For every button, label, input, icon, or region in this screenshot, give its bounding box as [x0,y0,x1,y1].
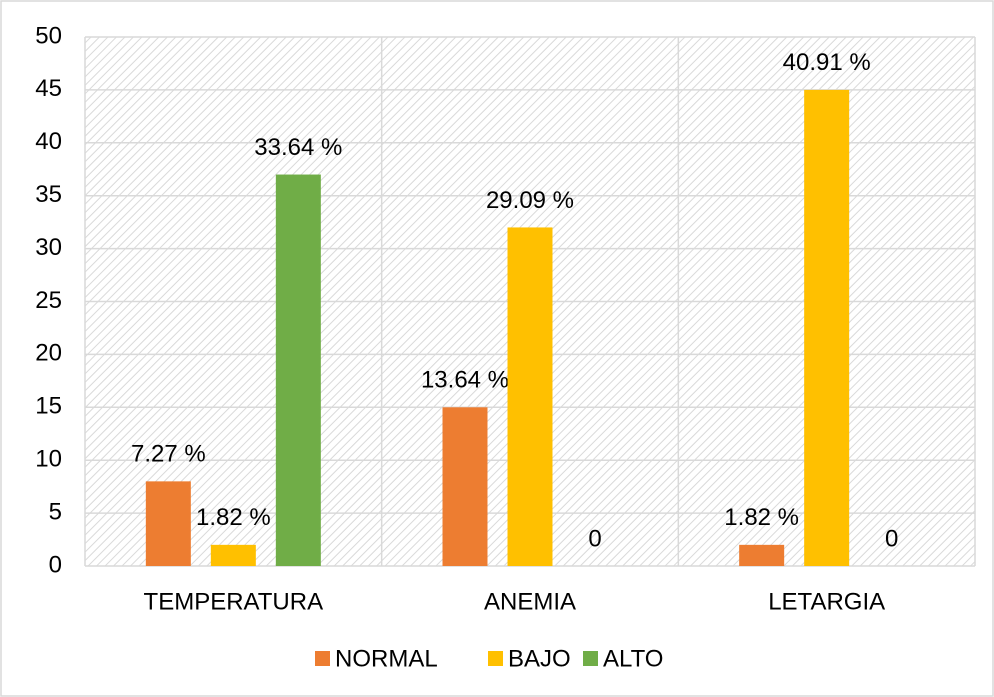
data-label: 1.82 % [724,504,799,531]
bar [275,174,321,567]
y-tick-label: 10 [35,446,62,473]
y-tick-label: 15 [35,393,62,420]
legend-swatch [315,651,330,666]
x-tick-label: TEMPERATURA [144,588,324,615]
legend-label: NORMAL [335,645,438,672]
y-tick-label: 35 [35,181,62,208]
legend-swatch [583,651,598,666]
data-label: 0 [885,525,898,552]
y-tick-label: 40 [35,128,62,155]
y-tick-label: 45 [35,75,62,102]
bar [507,227,553,566]
bar [145,481,191,566]
data-label: 13.64 % [421,367,509,394]
bar [804,89,850,567]
data-label: 29.09 % [486,187,574,214]
bar [442,407,488,566]
bar [739,544,785,566]
y-tick-label: 25 [35,287,62,314]
bar [210,544,256,566]
data-label: 40.91 % [783,49,871,76]
y-tick-label: 30 [35,234,62,261]
y-tick-label: 20 [35,340,62,367]
legend-label: BAJO [508,645,571,672]
legend-swatch [488,651,503,666]
data-label: 7.27 % [131,441,206,468]
y-tick-label: 50 [35,22,62,49]
data-label: 33.64 % [254,134,342,161]
y-tick-label: 0 [49,551,62,578]
data-label: 1.82 % [196,504,271,531]
y-tick-label: 5 [49,498,62,525]
x-tick-label: ANEMIA [484,588,576,615]
data-label: 0 [588,525,601,552]
legend-label: ALTO [603,645,663,672]
x-tick-label: LETARGIA [768,588,885,615]
